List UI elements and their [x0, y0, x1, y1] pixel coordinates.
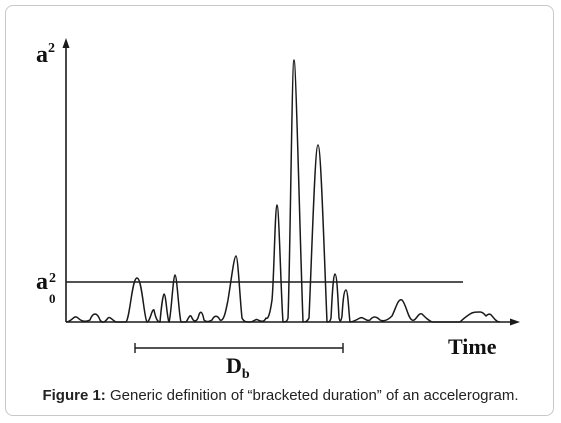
- signal-curve: [65, 59, 501, 323]
- y-axis-label: a2: [36, 41, 55, 68]
- duration-label: Db: [226, 353, 250, 382]
- caption-text: Generic definition of “bracketed duratio…: [105, 387, 519, 404]
- figure-caption: Figure 1: Generic definition of “bracket…: [0, 387, 561, 404]
- y-axis-arrow: [62, 38, 70, 48]
- x-axis-label: Time: [448, 334, 497, 359]
- caption-prefix: Figure 1:: [42, 387, 106, 404]
- x-axis-arrow: [510, 318, 520, 326]
